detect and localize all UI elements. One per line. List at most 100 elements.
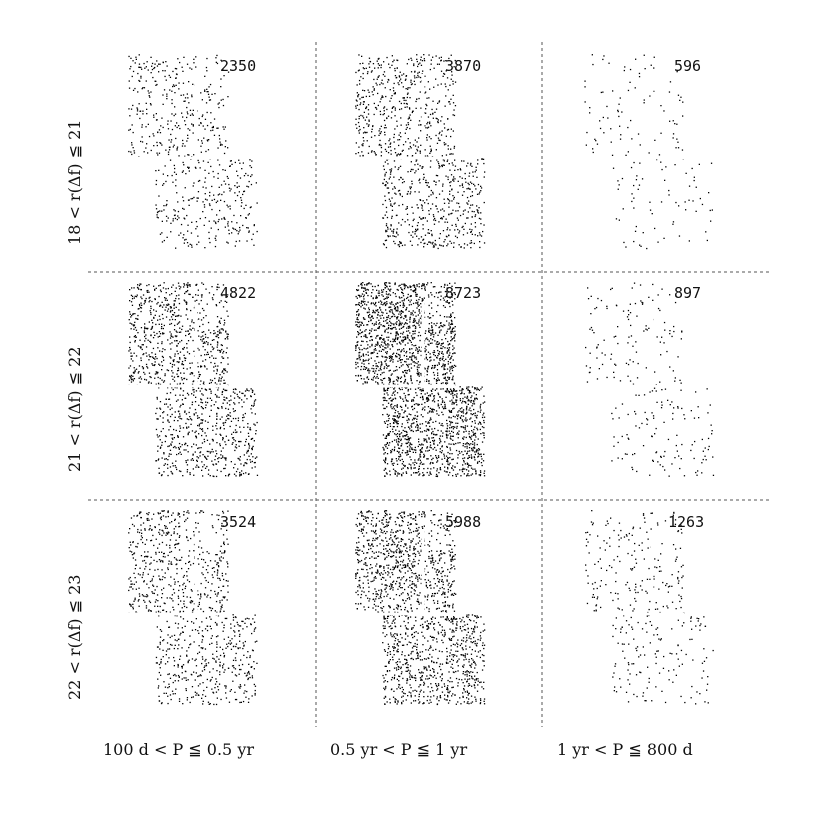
star-point <box>621 177 624 180</box>
star-point <box>173 171 176 173</box>
star-point <box>417 222 419 224</box>
star-point <box>171 342 173 344</box>
star-point <box>400 153 402 155</box>
star-point <box>456 390 458 392</box>
star-point <box>246 398 248 400</box>
star-point <box>427 421 430 423</box>
star-point <box>225 475 227 477</box>
star-point <box>152 133 154 135</box>
star-point <box>210 392 212 394</box>
star-point <box>367 109 370 111</box>
star-point <box>209 388 211 390</box>
star-point <box>183 164 185 166</box>
star-point <box>409 356 411 358</box>
star-point <box>447 360 449 363</box>
star-point <box>384 422 386 424</box>
star-point <box>417 63 420 65</box>
star-point <box>478 207 480 209</box>
star-point <box>427 412 429 414</box>
star-point <box>393 380 395 382</box>
star-point <box>463 401 465 403</box>
star-point <box>705 231 707 233</box>
star-point <box>400 438 402 440</box>
star-point <box>397 59 399 62</box>
star-point <box>360 355 362 357</box>
star-point <box>170 357 172 359</box>
star-point <box>165 149 167 151</box>
star-point <box>155 204 157 206</box>
star-point <box>378 369 380 372</box>
star-point <box>383 341 385 344</box>
star-point <box>463 160 465 162</box>
star-point <box>214 393 217 396</box>
star-point <box>140 357 142 359</box>
star-point <box>186 308 188 310</box>
star-point <box>710 162 713 164</box>
star-point <box>407 407 409 409</box>
star-point <box>408 437 410 440</box>
star-point <box>474 214 477 216</box>
star-point <box>435 197 438 199</box>
star-point <box>162 184 164 186</box>
star-point <box>215 201 217 204</box>
star-point <box>386 301 388 303</box>
star-point <box>444 373 447 375</box>
star-point <box>200 151 202 153</box>
star-point <box>132 70 135 73</box>
star-point <box>246 389 248 391</box>
star-point <box>177 435 179 438</box>
star-point <box>441 325 443 327</box>
star-point <box>618 219 620 221</box>
star-point <box>468 175 470 177</box>
star-point <box>159 401 162 403</box>
star-point <box>454 178 456 180</box>
star-point <box>438 291 441 293</box>
star-point <box>603 132 605 134</box>
star-point <box>434 434 437 436</box>
star-point <box>413 320 415 322</box>
star-point <box>423 285 425 287</box>
star-point <box>425 440 428 442</box>
star-point <box>178 82 180 84</box>
star-point <box>177 399 179 401</box>
star-point <box>236 230 238 232</box>
star-point <box>162 348 164 350</box>
star-point <box>430 322 433 324</box>
star-point <box>476 209 478 211</box>
star-point <box>244 462 246 464</box>
star-point <box>380 364 382 366</box>
star-point <box>187 113 189 115</box>
star-point <box>162 317 164 320</box>
star-point <box>192 454 194 456</box>
star-point <box>681 149 684 151</box>
star-point <box>384 148 387 151</box>
star-point <box>212 125 214 128</box>
star-point <box>424 286 426 288</box>
star-point <box>138 66 140 68</box>
star-point <box>409 442 411 444</box>
star-point <box>436 461 438 463</box>
star-point <box>241 399 243 401</box>
star-point <box>223 399 225 401</box>
star-point <box>390 322 392 324</box>
star-point <box>471 191 473 193</box>
star-point <box>213 118 216 120</box>
star-point <box>635 179 638 181</box>
star-point <box>175 247 177 249</box>
star-point <box>463 457 466 459</box>
star-point <box>374 152 376 154</box>
star-point <box>243 190 246 192</box>
star-point <box>204 169 206 171</box>
star-point <box>404 106 406 108</box>
star-point <box>629 81 631 83</box>
star-point <box>177 420 179 422</box>
star-point <box>157 445 159 447</box>
star-point <box>584 86 586 88</box>
star-point <box>404 410 407 412</box>
star-point <box>217 330 219 333</box>
star-point <box>646 247 648 250</box>
star-point <box>178 309 180 311</box>
star-point <box>415 100 417 103</box>
star-point <box>170 133 172 136</box>
star-point <box>198 371 200 373</box>
